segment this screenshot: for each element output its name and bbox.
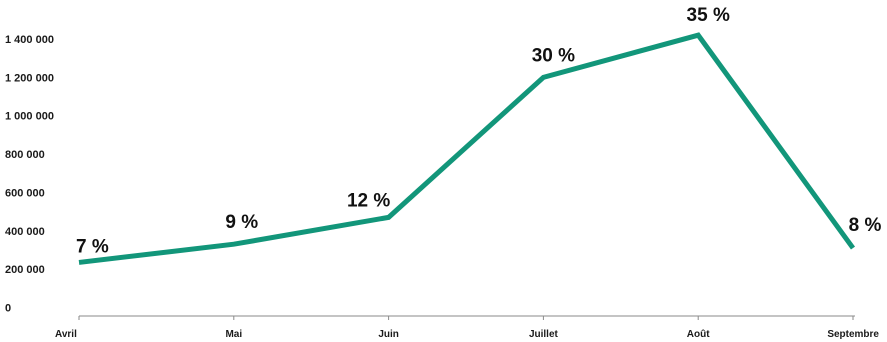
x-tick-label: Mai: [225, 329, 242, 340]
data-label: 35 %: [687, 5, 730, 26]
x-tick-label: Septembre: [827, 329, 879, 340]
y-tick-label: 1 200 000: [5, 72, 54, 84]
x-tick-label: Juin: [378, 329, 399, 340]
y-axis-ticks: 0 200 000 400 000 600 000 800 000 1 000 000 1 …: [5, 34, 54, 315]
data-label: 9 %: [225, 212, 258, 233]
x-tick-label: Avril: [55, 329, 77, 340]
data-label: 12 %: [347, 190, 390, 211]
y-tick-label: 400 000: [5, 226, 45, 238]
y-tick-label: 1 000 000: [5, 111, 54, 123]
x-tick-label: Août: [687, 329, 710, 340]
y-tick-label: 800 000: [5, 149, 45, 161]
data-label: 8 %: [849, 215, 882, 236]
data-label: 30 %: [532, 45, 575, 66]
data-label: 7 %: [76, 236, 109, 257]
x-axis-ticks: Avril Mai Juin Juillet Août Septembre: [55, 316, 879, 340]
data-labels: 7 % 9 % 12 % 30 % 35 % 8 %: [76, 5, 881, 257]
series-line: [78, 32, 856, 265]
y-tick-label: 1 400 000: [5, 34, 54, 46]
y-tick-label: 600 000: [5, 187, 45, 199]
y-tick-label: 200 000: [5, 264, 45, 276]
x-tick-label: Juillet: [529, 329, 559, 340]
y-tick-label: 0: [5, 303, 11, 315]
